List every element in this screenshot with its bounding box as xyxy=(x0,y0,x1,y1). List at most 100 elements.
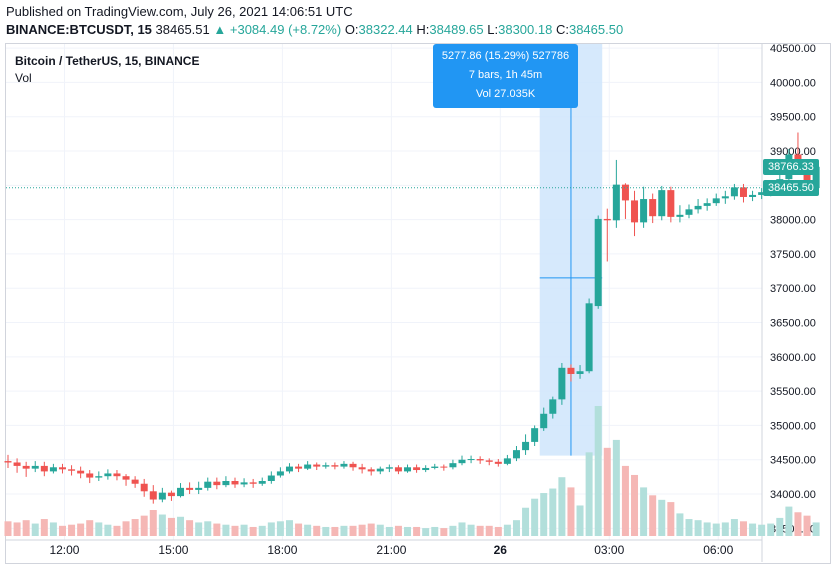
candle-body xyxy=(458,459,466,464)
volume-bar xyxy=(213,523,221,536)
candle-body xyxy=(68,469,76,471)
volume-bar xyxy=(431,526,439,536)
volume-bar xyxy=(95,522,103,536)
y-tick-label: 36500.00 xyxy=(770,318,816,330)
candle-body xyxy=(721,196,729,199)
volume-bar xyxy=(540,493,548,536)
low-value: 38300.18 xyxy=(498,22,553,37)
volume-bar xyxy=(631,474,639,536)
candle-body xyxy=(40,465,48,472)
volume-bar xyxy=(812,522,820,536)
volume-bar xyxy=(68,524,76,536)
x-tick-label: 15:00 xyxy=(158,543,188,557)
current-price-tag: 38465.50 xyxy=(763,179,819,196)
y-tick-label: 37500.00 xyxy=(770,249,816,261)
x-tick-label: 21:00 xyxy=(376,543,406,557)
candle-body xyxy=(240,482,248,485)
volume-bar xyxy=(77,523,85,536)
volume-bar xyxy=(476,525,484,536)
candle-body xyxy=(576,371,584,374)
ohlc-header: BINANCE:BTCUSDT, 15 38465.51 ▲ +3084.49 … xyxy=(6,22,623,37)
low-label: L: xyxy=(487,22,499,37)
volume-bar xyxy=(549,488,557,536)
volume-bar xyxy=(758,524,766,536)
candle-body xyxy=(158,492,166,500)
volume-bar xyxy=(649,495,657,536)
x-tick-label: 03:00 xyxy=(594,543,624,557)
candle-body xyxy=(358,467,366,470)
candle-body xyxy=(512,450,520,459)
candle-body xyxy=(640,199,648,223)
candle-body xyxy=(340,463,348,467)
x-tick-label: 18:00 xyxy=(267,543,297,557)
candle-body xyxy=(585,303,593,372)
x-tick-label: 26 xyxy=(494,543,508,557)
candle-body xyxy=(49,467,57,472)
candle-body xyxy=(394,467,402,472)
y-tick-label: 37000.00 xyxy=(770,283,816,295)
candle-body xyxy=(31,465,39,469)
measure-volume: Vol 27.035K xyxy=(475,88,536,100)
candle-body xyxy=(685,209,693,215)
candle-body xyxy=(485,460,493,462)
high-value: 38489.65 xyxy=(429,22,484,37)
candle-body xyxy=(413,467,421,471)
volume-bar xyxy=(621,465,629,536)
candle-body xyxy=(712,198,720,204)
candle-body xyxy=(567,367,575,374)
change-value: ▲ +3084.49 (+8.72%) xyxy=(213,22,342,37)
volume-bar xyxy=(13,522,21,536)
volume-bar xyxy=(122,521,130,536)
volume-bar xyxy=(512,520,520,536)
candle-body xyxy=(621,184,629,201)
candle-body xyxy=(549,399,557,414)
candle-body xyxy=(431,466,439,468)
candle-body xyxy=(267,475,275,482)
volume-bar xyxy=(467,524,475,536)
candle-body xyxy=(58,467,66,470)
volume-bar xyxy=(331,526,339,536)
chart-legend-title: Bitcoin / TetherUS, 15, BINANCE xyxy=(15,54,200,68)
volume-bar xyxy=(776,517,784,536)
volume-bar xyxy=(394,525,402,536)
candle-body xyxy=(812,166,820,189)
y-tick-label: 39000.00 xyxy=(770,146,816,158)
candle-body xyxy=(603,218,611,221)
prev-price-tag: 38766.33 xyxy=(763,159,819,176)
x-tick-label: 06:00 xyxy=(703,543,733,557)
candle-body xyxy=(376,468,384,472)
volume-bar xyxy=(104,524,112,536)
candle-body xyxy=(22,465,30,469)
candle-body xyxy=(13,462,21,466)
chart-frame xyxy=(5,43,831,564)
volume-bar xyxy=(494,526,502,536)
volume-bar xyxy=(31,523,39,536)
volume-bar xyxy=(503,524,511,536)
candle-body xyxy=(331,465,339,467)
volume-bar xyxy=(603,447,611,536)
high-label: H: xyxy=(416,22,430,37)
candle-body xyxy=(113,473,121,477)
volume-bar xyxy=(612,439,620,536)
volume-bar xyxy=(531,498,539,536)
candle-body xyxy=(276,471,284,476)
volume-bar xyxy=(177,516,185,536)
last-price: 38465.51 xyxy=(155,22,210,37)
volume-bar xyxy=(694,520,702,536)
candle-body xyxy=(222,481,230,486)
candle-body xyxy=(122,476,130,480)
candle-body xyxy=(385,467,393,469)
volume-bar xyxy=(231,525,239,536)
volume-bar xyxy=(276,521,284,536)
volume-bar xyxy=(40,519,48,536)
volume-bar xyxy=(267,522,275,536)
volume-bar xyxy=(385,526,393,536)
y-tick-label: 40500.00 xyxy=(770,43,816,55)
volume-bar xyxy=(576,505,584,536)
candle-body xyxy=(313,464,321,467)
candle-body xyxy=(86,473,94,478)
candle-body xyxy=(531,428,539,442)
volume-bar xyxy=(785,506,793,536)
candle-body xyxy=(758,192,766,195)
